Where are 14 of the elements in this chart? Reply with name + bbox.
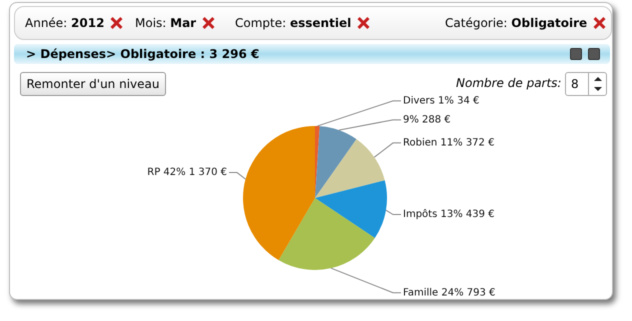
slice-label: RP 42% 1 370 € [147,167,227,178]
text: Catégorie: Obligatoire [445,16,588,30]
data-label: 9% 288 € [403,114,451,126]
slice-label: Divers 1% 34 € [403,95,480,106]
text: Remonter d'un niveau [20,72,166,96]
text: Année: 2012 [25,16,104,30]
text: Compte: essentiel [235,16,352,30]
slice-label: Impôts 13% 439 € [403,209,494,220]
text: Mois: Mar [135,16,196,30]
chart-title: > Dépenses> Obligatoire : 3 296 € [26,47,260,61]
slice-label: Famille 24% 793 € [403,287,496,298]
slice-label: Robien 11% 372 € [403,138,494,149]
text: Nombre de parts: [456,76,562,90]
text: 8 [571,77,579,91]
